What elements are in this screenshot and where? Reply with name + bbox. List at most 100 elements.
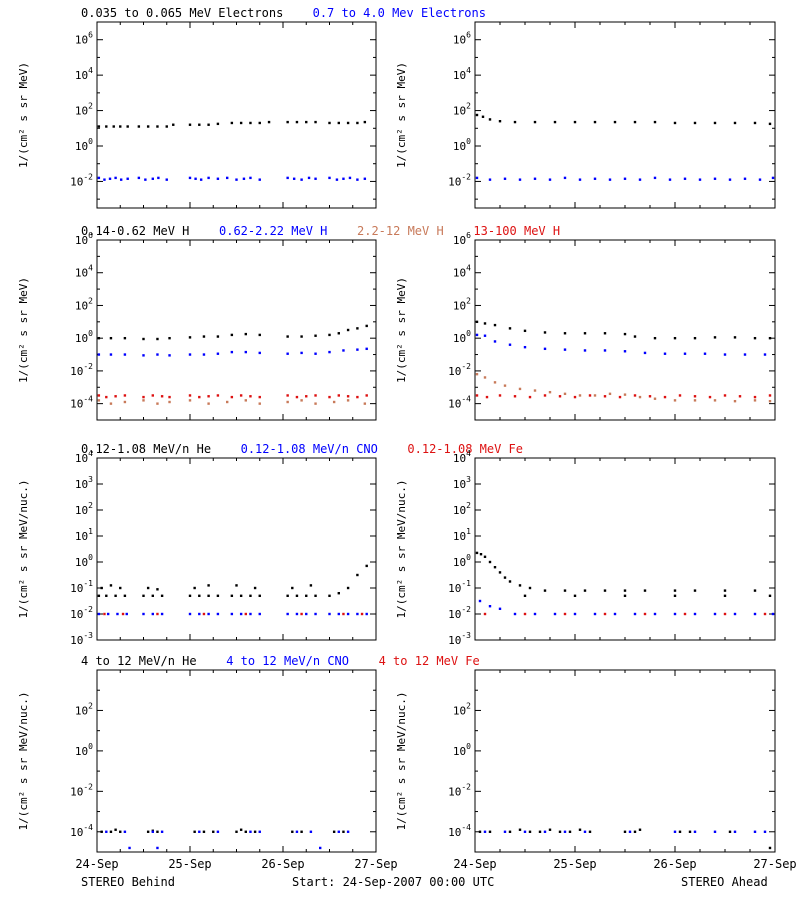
data-point: [249, 830, 252, 833]
data-point: [258, 351, 261, 355]
data-point: [123, 830, 127, 833]
data-point: [673, 121, 677, 125]
data-point: [156, 337, 159, 341]
data-point: [249, 395, 252, 398]
data-point: [119, 586, 122, 590]
footer-right-label: STEREO Ahead: [681, 875, 768, 889]
data-point: [165, 125, 168, 128]
panel-frame: [474, 457, 776, 641]
data-point: [123, 394, 127, 397]
data-point: [342, 177, 345, 180]
x-tick-label: 25-Sep: [168, 857, 211, 871]
data-point: [346, 612, 350, 616]
data-point: [638, 178, 642, 181]
data-point: [300, 178, 303, 181]
data-point: [307, 176, 311, 180]
data-point: [230, 333, 234, 337]
data-point: [703, 352, 707, 355]
data-point: [160, 395, 164, 398]
y-tick-label: 10-2: [70, 172, 93, 188]
y-tick-label: 100: [75, 137, 93, 153]
data-point: [258, 395, 261, 399]
data-point: [258, 178, 261, 181]
data-point: [198, 830, 201, 833]
data-point: [608, 392, 612, 396]
y-tick-label: 106: [75, 31, 93, 47]
data-point: [337, 612, 340, 616]
data-point: [483, 322, 487, 325]
y-tick-label: 100: [453, 137, 471, 153]
data-point: [523, 329, 527, 333]
data-point: [258, 121, 261, 125]
data-point: [314, 402, 317, 405]
y-tick-label: 103: [75, 475, 93, 491]
data-point: [365, 564, 368, 568]
data-point: [548, 390, 552, 394]
data-point: [523, 594, 527, 597]
data-point: [623, 589, 627, 592]
data-point: [483, 830, 487, 833]
data-point: [216, 394, 220, 397]
data-point: [286, 400, 289, 404]
panel-frame: [96, 669, 377, 853]
data-point: [314, 120, 317, 124]
data-point: [648, 395, 652, 398]
data-point: [292, 177, 296, 180]
data-point: [633, 830, 637, 833]
series-0-12-1-08-mev-n-he: [97, 564, 368, 597]
data-point: [337, 332, 340, 335]
data-point: [103, 178, 106, 181]
data-point: [342, 612, 345, 616]
y-tick-label: 102: [453, 701, 471, 717]
data-point: [563, 392, 567, 396]
data-point: [300, 351, 303, 355]
data-point: [603, 332, 607, 335]
data-point: [123, 336, 127, 340]
data-point: [137, 125, 141, 128]
data-point: [328, 594, 331, 597]
data-point: [573, 612, 577, 616]
data-point: [483, 612, 487, 616]
panel-behind-row3: 10-3 10-2 10-1 100 101 102 103 104 1/(cm² s sr M…: [17, 449, 377, 647]
data-point: [105, 830, 108, 833]
y-tick-label: 10-1: [70, 579, 93, 595]
data-point: [230, 395, 234, 399]
data-point: [319, 846, 322, 850]
data-point: [628, 830, 632, 833]
y-tick-label: 104: [75, 66, 93, 82]
data-point: [553, 612, 557, 616]
data-point: [242, 177, 246, 180]
data-point: [216, 352, 220, 355]
data-point: [337, 830, 340, 833]
series-13-100-mev-h: [475, 394, 772, 399]
data-point: [608, 178, 612, 181]
data-point: [142, 399, 145, 402]
x-tick-label: 25-Sep: [553, 857, 596, 871]
data-point: [123, 400, 127, 404]
series-0-14-0-62-mev-h: [475, 320, 772, 340]
series-0-62-2-22-mev-h: [475, 333, 767, 356]
data-point: [623, 350, 627, 353]
data-point: [488, 605, 492, 608]
data-point: [753, 395, 757, 399]
data-point: [503, 576, 507, 579]
data-point: [493, 381, 497, 384]
data-point: [109, 830, 113, 833]
series-0-035-to-0-065-mev-electrons: [97, 120, 367, 128]
data-point: [258, 612, 261, 616]
y-tick-label: 10-4: [70, 395, 93, 411]
data-point: [105, 125, 108, 128]
data-point: [673, 594, 677, 597]
legend-label: 4 to 12 MeV/n He: [81, 654, 197, 668]
data-point: [249, 121, 252, 125]
y-tick-label: 102: [453, 501, 471, 517]
data-point: [653, 612, 657, 616]
data-point: [563, 176, 567, 180]
data-point: [144, 178, 147, 181]
data-point: [478, 830, 482, 833]
data-point: [365, 347, 368, 351]
data-point: [613, 120, 617, 124]
data-point: [508, 580, 512, 583]
data-point: [97, 125, 101, 128]
data-point: [528, 586, 532, 590]
